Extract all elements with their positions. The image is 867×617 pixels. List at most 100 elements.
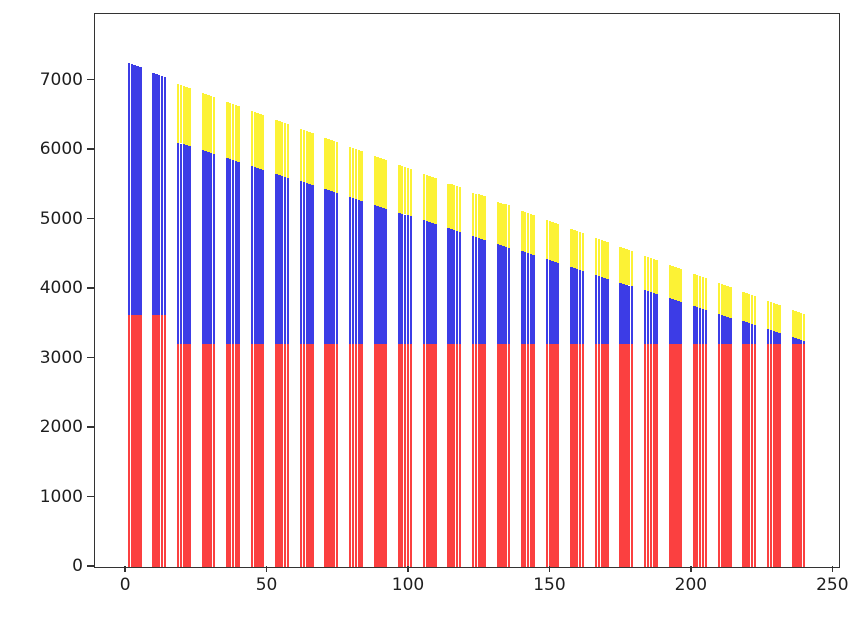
bar-segment-blue [622,283,625,345]
bar-segment-blue [646,291,650,345]
bar-segment-blue [360,200,363,345]
bar-segment-red [434,344,437,567]
bar-segment-yellow [351,148,355,198]
bar-segment-red [668,344,672,567]
bar-segment-blue [717,313,721,345]
bar-segment-blue [772,331,776,345]
bar-segment-red [551,344,554,567]
bar-segment-red [797,344,800,567]
bar-segment-red [766,344,770,567]
bar-segment-yellow [748,293,751,324]
bar-segment-yellow [384,160,388,209]
bar-segment-yellow [554,222,557,263]
bar-segment-yellow [201,93,204,151]
bar-segment-yellow [597,238,601,276]
bar-segment-red [311,344,314,567]
bar-segment-yellow [360,151,363,201]
bar-segment-red [775,344,778,567]
y-tick-label: 3000 [39,347,83,368]
bar-segment-blue [163,77,167,315]
bar-segment-red [529,344,533,567]
bar-segment-red [625,344,628,567]
y-tick-label: 5000 [39,208,83,229]
bar-segment-red [422,344,426,567]
bar-segment-blue [234,161,238,345]
bar-segment-yellow [772,302,776,332]
bar-segment-yellow [521,210,524,252]
bar-segment-yellow [305,131,308,184]
bar-segment-yellow [622,247,625,284]
bar-segment-yellow [679,268,683,303]
bar-segment-red [800,344,803,567]
bar-segment-yellow [483,196,486,240]
bar-segment-red [262,344,265,567]
bar-segment-blue [136,65,139,315]
bar-segment-red [548,344,551,567]
bar-segment-red [723,344,726,567]
bar-segment-red [671,344,674,567]
bar-segment-yellow [428,176,431,223]
bar-segment-red [455,344,459,567]
bar-segment-yellow [204,94,207,152]
bar-segment-blue [483,239,486,345]
bar-segment-blue [548,260,551,345]
bar-segment-red [234,344,238,567]
bar-segment-yellow [477,194,481,238]
bar-segment-yellow [262,115,265,170]
bar-segment-blue [600,276,603,345]
bar-segment-red [201,344,204,567]
bar-segment-red [188,344,191,567]
bar-segment-blue [769,330,773,345]
bar-segment-blue [330,191,333,345]
bar-segment-blue [351,197,355,345]
bar-segment-yellow [311,133,314,186]
bar-segment-blue [745,322,748,345]
bar-segment-red [373,344,377,567]
bar-segment-red [259,344,262,567]
bar-segment-red [717,344,721,567]
bar-segment-red [502,344,505,567]
bar-segment-yellow [379,158,382,207]
bar-segment-red [158,314,161,567]
bar-segment-blue [422,220,426,345]
bar-segment-yellow [606,241,609,279]
bar-segment-red [280,344,284,567]
bar-segment-red [471,344,475,567]
bar-segment-yellow [548,220,551,261]
bar-segment-red [704,344,707,567]
bar-segment-red [597,344,601,567]
bar-segment-blue [458,232,462,345]
bar-segment-yellow [529,213,533,255]
bar-segment-yellow [431,177,434,224]
bar-segment-blue [130,63,134,315]
bar-segment-yellow [753,295,757,326]
bar-segment-blue [750,324,754,345]
bar-segment-red [382,344,385,567]
bar-segment-yellow [354,149,358,199]
bar-segment-yellow [234,105,238,161]
bar-segment-blue [748,323,751,345]
bar-segment-yellow [182,86,186,145]
bar-segment-yellow [409,169,412,217]
bar-segment-red [335,344,339,567]
bar-segment-blue [335,193,339,345]
bar-segment-yellow [545,219,549,260]
bar-segment-yellow [693,273,696,306]
bar-segment-red [720,344,724,567]
bar-segment-red [581,344,585,567]
bar-segment-yellow [474,193,478,237]
bar-segment-blue [447,228,450,345]
x-tick-label: 200 [674,575,708,595]
bar-segment-blue [250,165,254,345]
bar-segment-red [305,344,308,567]
bar-segment-blue [327,190,330,345]
bar-segment-blue [578,269,582,345]
bar-segment-blue [480,238,483,345]
bar-segment-yellow [704,277,707,310]
bar-segment-blue [729,317,732,345]
bar-segment-red [778,344,781,567]
bar-segment-blue [474,236,478,345]
bar-segment-red [627,344,631,567]
bar-segment-yellow [422,174,426,221]
bar-segment-blue [603,277,606,345]
